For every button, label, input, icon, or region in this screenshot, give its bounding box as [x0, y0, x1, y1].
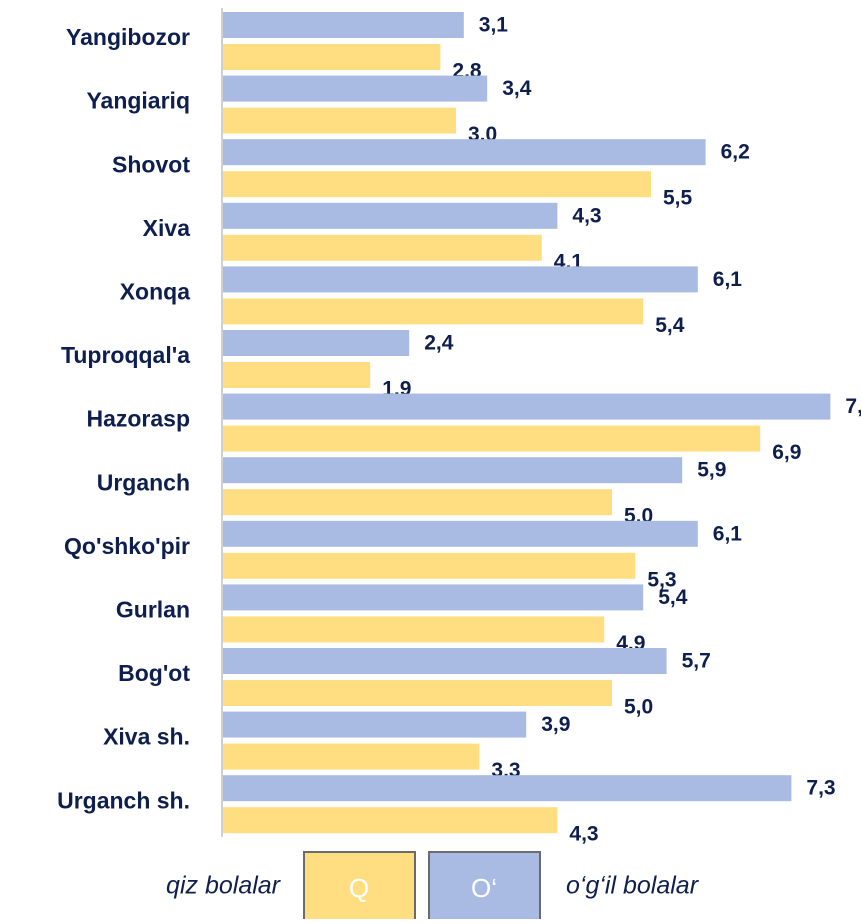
value-label: 2,4 — [424, 332, 454, 355]
bar — [222, 362, 371, 388]
value-label: 7,3 — [806, 777, 835, 800]
value-label: 5,4 — [658, 586, 688, 609]
bar — [222, 171, 651, 198]
legend-label: Q — [349, 873, 369, 903]
value-label: 6,1 — [713, 522, 743, 545]
value-label: 4,3 — [572, 204, 601, 227]
bar — [222, 552, 636, 579]
bar — [222, 807, 558, 834]
value-label: 5,0 — [624, 696, 653, 719]
bar — [222, 584, 644, 611]
category-label: Xonqa — [120, 278, 190, 304]
value-label: 7,8 — [845, 395, 861, 418]
value-label: 3,1 — [479, 14, 509, 37]
value-label: 6,2 — [721, 141, 750, 164]
bar — [222, 139, 706, 166]
category-label: Yangiariq — [86, 88, 190, 114]
category-label: Yangibozor — [66, 24, 190, 50]
bar — [222, 775, 792, 802]
value-label: 6,1 — [713, 268, 743, 291]
bar — [222, 393, 831, 420]
bar — [222, 457, 683, 484]
category-label: Gurlan — [116, 596, 190, 622]
category-label: Qo'shko'pir — [64, 533, 190, 559]
value-label: 5,4 — [655, 314, 685, 337]
bar — [222, 520, 698, 547]
value-label: 3,4 — [502, 77, 532, 100]
bar — [222, 743, 480, 770]
bar — [222, 648, 667, 674]
value-label: 6,9 — [772, 441, 801, 464]
value-label: 3,9 — [541, 713, 570, 736]
bar — [222, 75, 488, 102]
legend-swatch — [303, 851, 416, 923]
bar — [222, 711, 527, 738]
bar — [222, 202, 558, 229]
category-label: Tuproqqal'a — [61, 342, 190, 368]
bar — [222, 330, 410, 356]
bar — [222, 266, 698, 293]
value-label: 5,3 — [647, 568, 676, 591]
bar — [222, 12, 464, 38]
bar — [222, 680, 612, 706]
legend-label: O‘ — [471, 873, 497, 903]
bar — [222, 616, 605, 643]
value-label: 5,9 — [697, 459, 726, 482]
category-label: Xiva — [143, 215, 191, 241]
bar — [222, 489, 612, 516]
category-label: Hazorasp — [86, 406, 190, 432]
category-label: Shovot — [112, 151, 190, 177]
bar — [222, 107, 456, 134]
legend-text: o‘g‘il bolalar — [566, 872, 700, 900]
category-label: Urganch — [97, 469, 190, 495]
bar — [222, 234, 542, 261]
category-label: Urganch sh. — [57, 787, 190, 813]
legend-text: qiz bolalar — [166, 872, 282, 900]
bar — [222, 425, 761, 452]
value-label: 4,3 — [569, 823, 598, 846]
bar — [222, 44, 441, 70]
value-label: 5,5 — [663, 187, 693, 210]
value-label: 5,7 — [682, 650, 711, 673]
category-label: Bog'ot — [118, 660, 190, 686]
bar — [222, 298, 644, 325]
category-label: Xiva sh. — [103, 724, 190, 750]
